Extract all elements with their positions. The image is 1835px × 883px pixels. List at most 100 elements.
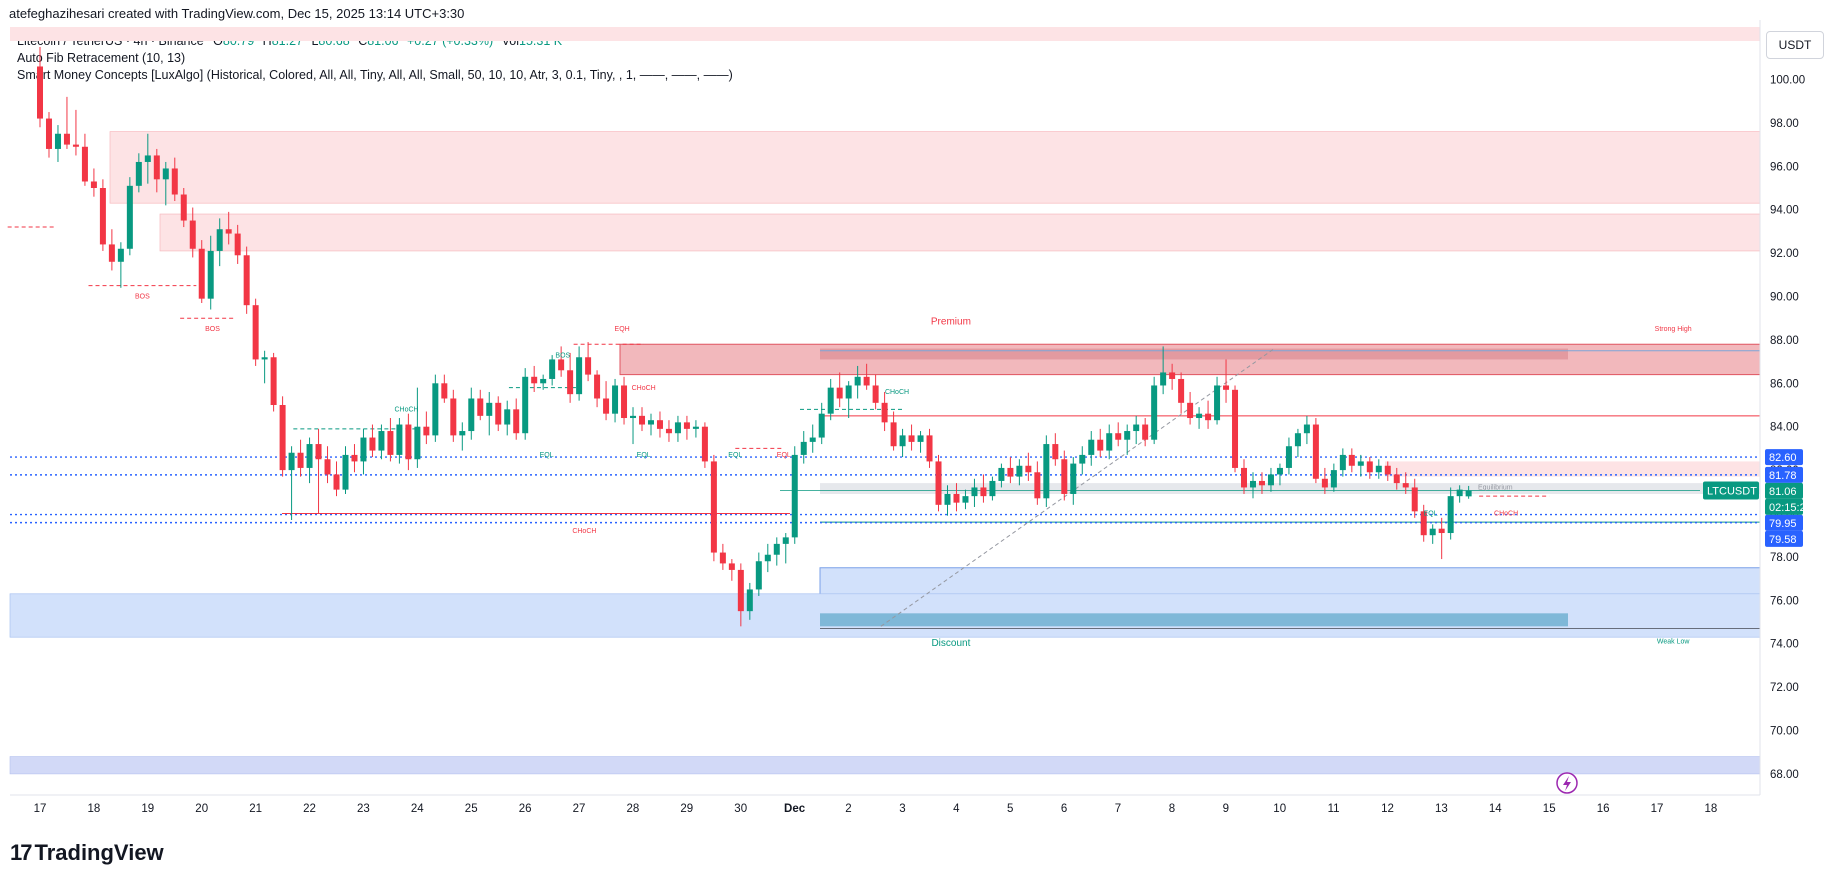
indicator-smc[interactable]: Smart Money Concepts [LuxAlgo] (Historic… — [17, 68, 733, 82]
candle-body — [180, 194, 187, 221]
candle-body — [746, 589, 753, 612]
brand-name: TradingView — [34, 840, 164, 865]
lightning-icon[interactable] — [1556, 772, 1578, 794]
order-block-bullish — [820, 613, 1568, 627]
currency-selector[interactable]: USDT — [1766, 31, 1824, 59]
price-tags: 82.60 81.78 81.06 02:15:22 79.95 79.58 LTCUSDT — [1703, 449, 1812, 547]
candle-body — [719, 552, 726, 564]
candle-body — [90, 181, 97, 188]
time-tick-label: 23 — [357, 803, 370, 815]
price-tag-label: 79.95 — [1769, 518, 1797, 530]
price-tag-box — [1765, 498, 1803, 515]
price-tick-label: 96.00 — [1770, 161, 1799, 173]
candle-body — [153, 155, 160, 180]
candle-body — [1429, 528, 1436, 536]
price-tick-label: 70.00 — [1770, 726, 1799, 738]
candle-body — [621, 385, 628, 419]
annotation-label: EQL — [777, 452, 791, 459]
chart-levels — [7, 226, 1760, 627]
annotation-label: EQL — [637, 452, 651, 459]
price-tag-box — [1765, 466, 1803, 483]
time-tick-label: 28 — [627, 803, 640, 815]
time-tick-label: 29 — [680, 803, 693, 815]
candle-body — [1052, 444, 1059, 460]
time-tick-label: 15 — [1543, 803, 1556, 815]
annotation-label: Strong High — [1655, 326, 1692, 333]
candle-body — [549, 359, 556, 379]
time-tick-label: 17 — [34, 803, 47, 815]
candle-body — [1016, 465, 1023, 477]
candle-body — [1133, 424, 1140, 432]
candle-body — [126, 185, 133, 249]
candle-body — [953, 493, 960, 503]
candle-body — [261, 357, 268, 360]
candle-body — [135, 161, 142, 186]
time-tick-label: 27 — [573, 803, 586, 815]
annotation-label: CHoCH — [1494, 511, 1518, 518]
candle-body — [836, 387, 843, 399]
candle-body — [1420, 511, 1427, 536]
candle-body — [737, 569, 744, 612]
time-tick-label: 22 — [303, 803, 316, 815]
candle-body — [1249, 480, 1256, 488]
time-tick-label: 14 — [1489, 803, 1502, 815]
price-tag-label: 81.78 — [1769, 470, 1797, 482]
candle-body — [1151, 385, 1158, 440]
time-axis: 17 18 19 20 21 22 23 24 25 26 27 28 29 30 Dec 2 3 4 5 6 7 8 9 1… — [10, 772, 1760, 815]
time-tick-label: 6 — [1061, 803, 1067, 815]
candle-body — [1097, 439, 1104, 451]
time-tick-label: 9 — [1223, 803, 1229, 815]
time-tick-label: 20 — [195, 803, 208, 815]
price-tick-label: 100.00 — [1770, 75, 1805, 87]
candle-body — [908, 435, 915, 442]
time-tick-label: 25 — [465, 803, 478, 815]
candle-body — [656, 420, 663, 429]
candle-body — [1187, 402, 1194, 419]
chart-zones — [9, 27, 1761, 775]
candle-body — [1348, 454, 1355, 466]
tradingview-logo[interactable]: 17 TradingView — [10, 840, 164, 866]
candle-body — [854, 376, 861, 386]
candle-body — [863, 376, 870, 386]
candle-body — [944, 493, 951, 505]
price-tag-box — [1765, 530, 1803, 547]
candle-body — [378, 431, 385, 451]
candle-body — [414, 426, 421, 460]
price-tick-label: 72.00 — [1770, 682, 1799, 694]
candle-body — [917, 435, 924, 442]
time-tick-label: 11 — [1328, 803, 1340, 815]
time-tick-label: 17 — [1651, 803, 1664, 815]
time-tick-label: 2 — [845, 803, 851, 815]
annotation-label: EQH — [615, 326, 630, 333]
candle-body — [1366, 461, 1373, 473]
candle-body — [189, 220, 196, 249]
price-tick-label: 94.00 — [1770, 205, 1799, 217]
candle-body — [1043, 444, 1050, 499]
candle-body — [647, 420, 654, 425]
candle-body — [225, 229, 232, 234]
annotation-label: BOS — [555, 352, 570, 359]
candle-body — [243, 255, 250, 306]
indicator-fib[interactable]: Auto Fib Retracement (10, 13) — [17, 51, 186, 65]
time-tick-label: 18 — [1705, 803, 1718, 815]
time-tick-label: Dec — [784, 803, 806, 815]
candle-body — [513, 409, 520, 434]
candle-body — [495, 402, 502, 425]
bottom-band — [9, 756, 1761, 775]
annotation-label: CHoCH — [632, 385, 656, 392]
time-tick-label: 5 — [1007, 803, 1013, 815]
time-tick-label: 10 — [1273, 803, 1286, 815]
tradingview-mark-icon: 17 — [10, 840, 33, 865]
price-tick-label: 84.00 — [1770, 422, 1799, 434]
candle-body — [1465, 490, 1472, 497]
candle-body — [998, 467, 1005, 481]
candle-body — [459, 431, 466, 436]
candle-body — [935, 461, 942, 505]
candle-body — [37, 66, 43, 119]
candle-body — [683, 422, 690, 429]
candle-body — [522, 376, 529, 434]
candle-body — [603, 398, 610, 414]
minor-supply-zone — [1385, 461, 1760, 477]
candle-body — [1169, 372, 1176, 379]
